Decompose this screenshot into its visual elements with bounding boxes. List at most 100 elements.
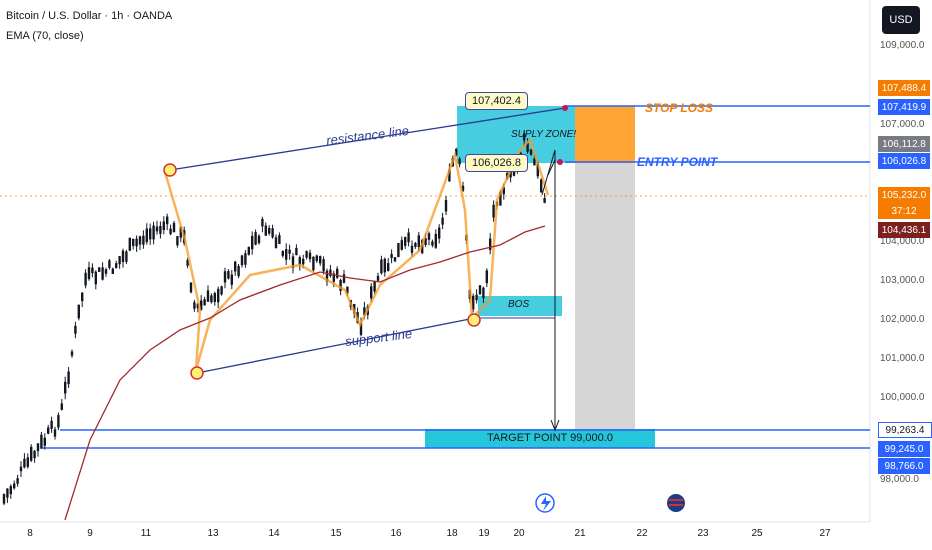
candle-body xyxy=(407,232,410,243)
candle-body xyxy=(387,263,390,272)
range-box xyxy=(575,163,635,429)
stop-loss-zone xyxy=(575,106,635,163)
price-label-high: 106,112.8 xyxy=(878,136,930,152)
resistance-line xyxy=(169,107,566,171)
stop-loss-label: STOP LOSS xyxy=(645,101,714,115)
price-label-line: 107,419.9 xyxy=(878,99,930,115)
price-label-last: 105,232.0 xyxy=(878,187,930,203)
candle-body xyxy=(261,218,264,227)
candle-body xyxy=(322,259,325,272)
candle-body xyxy=(200,300,203,311)
candle-body xyxy=(101,267,104,280)
candle-body xyxy=(94,271,97,285)
candle-body xyxy=(13,483,16,489)
candle-body xyxy=(206,290,210,302)
candle-body xyxy=(536,162,539,177)
currency-button[interactable]: USD xyxy=(882,6,920,34)
x-tick: 11 xyxy=(140,528,152,539)
candle-body xyxy=(543,197,546,203)
candle-body xyxy=(87,267,91,280)
candle-body xyxy=(502,187,505,195)
candle-body xyxy=(417,235,420,247)
x-tick: 16 xyxy=(390,528,402,539)
flag-event-icon xyxy=(669,504,683,506)
candle-body xyxy=(434,233,437,248)
ema-line xyxy=(64,225,546,521)
candle-body xyxy=(410,245,414,253)
candle-body xyxy=(155,226,159,232)
x-tick: 20 xyxy=(513,528,525,539)
candle-body xyxy=(499,191,502,206)
candle-body xyxy=(431,241,434,246)
candle-body xyxy=(60,403,63,410)
flag-event-icon xyxy=(669,499,683,501)
candle-body xyxy=(478,285,482,295)
candle-body xyxy=(312,256,315,271)
candle-body xyxy=(288,249,291,254)
candle-body xyxy=(363,307,366,316)
candle-body xyxy=(2,494,6,504)
candle-body xyxy=(125,251,128,262)
candle-body xyxy=(169,228,172,235)
candle-body xyxy=(448,169,451,182)
candle-body xyxy=(230,274,233,285)
candle-body xyxy=(302,258,305,265)
entry-point-label: ENTRY POINT xyxy=(637,155,718,169)
bos-label: BOS xyxy=(508,299,530,310)
candle-body xyxy=(319,256,322,264)
candle-body xyxy=(77,304,80,319)
candle-body xyxy=(251,235,254,250)
candle-body xyxy=(118,256,121,265)
candle-body xyxy=(111,268,114,274)
price-label-stop: 107,488.4 xyxy=(878,80,930,96)
candle-body xyxy=(36,443,40,452)
price-label-target-high: 99,263.4 xyxy=(878,422,932,438)
candle-body xyxy=(254,232,257,245)
candle-body xyxy=(257,235,261,244)
candle-body xyxy=(346,286,349,294)
candle-body xyxy=(84,272,87,286)
anchor-point xyxy=(562,105,568,111)
candle-body xyxy=(264,225,267,236)
candle-body xyxy=(485,270,488,284)
candle-body xyxy=(370,286,373,299)
x-tick: 25 xyxy=(751,528,763,539)
candle-body xyxy=(533,158,536,166)
target-point-label: TARGET POINT 99,000.0 xyxy=(487,432,613,444)
supply-zone-label: SUPLY ZONE! xyxy=(511,129,577,140)
pivot-point xyxy=(163,163,177,177)
candle-body xyxy=(26,457,29,467)
candle-body xyxy=(179,227,182,238)
candle-body xyxy=(47,427,50,434)
candle-body xyxy=(98,267,101,272)
candle-body xyxy=(383,258,386,273)
candle-body xyxy=(329,269,332,277)
y-tick: 103,000.0 xyxy=(880,275,925,286)
support-line xyxy=(196,317,476,374)
candle-body xyxy=(152,225,155,240)
x-tick: 21 xyxy=(574,528,586,539)
candle-body xyxy=(308,252,312,260)
candle-body xyxy=(393,257,397,262)
candle-body xyxy=(274,237,278,249)
symbol-title[interactable]: Bitcoin / U.S. Dollar · 1h · OANDA xyxy=(6,10,173,22)
x-tick: 19 xyxy=(478,528,490,539)
candle-body xyxy=(540,179,543,193)
candle-body xyxy=(427,233,431,240)
y-tick: 102,000.0 xyxy=(880,314,925,325)
candle-body xyxy=(404,237,407,246)
indicator-legend[interactable]: EMA (70, close) xyxy=(6,30,84,42)
candle-body xyxy=(138,236,142,245)
candle-body xyxy=(57,415,60,428)
candle-body xyxy=(380,259,383,274)
candle-body xyxy=(332,273,335,282)
candle-body xyxy=(193,302,196,309)
candle-body xyxy=(339,279,342,291)
candle-body xyxy=(458,158,461,165)
candle-body xyxy=(40,434,43,448)
candle-body xyxy=(325,270,329,282)
candle-body xyxy=(162,221,165,230)
x-tick: 9 xyxy=(87,528,93,539)
x-tick: 22 xyxy=(636,528,648,539)
